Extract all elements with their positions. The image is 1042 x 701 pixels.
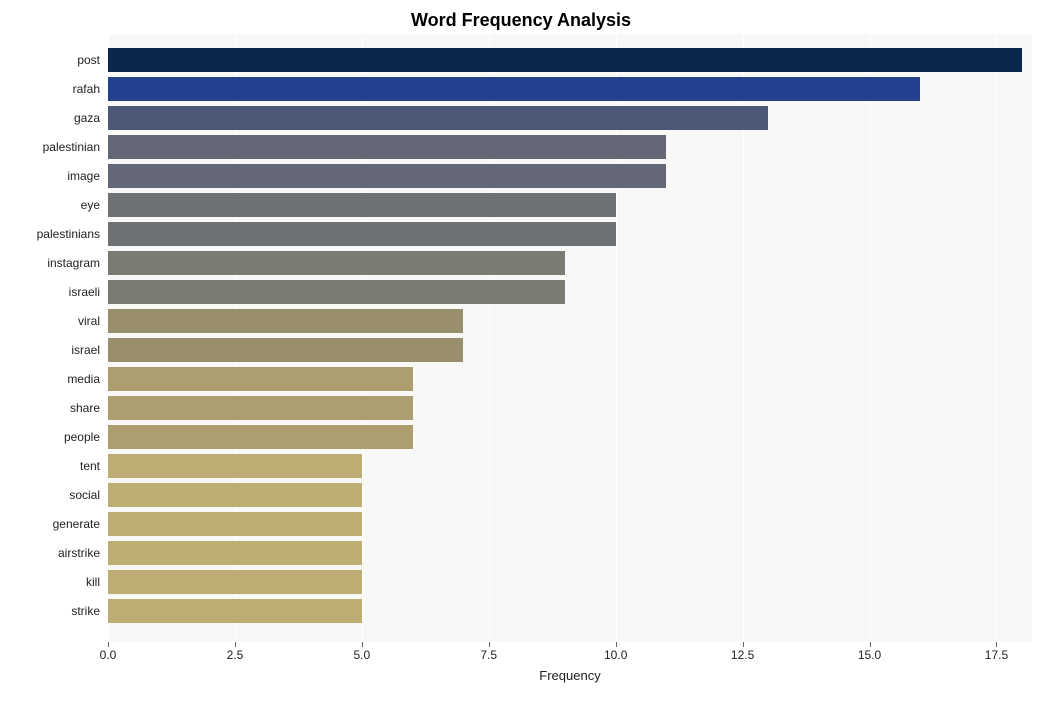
x-tick	[362, 642, 363, 647]
x-tick-label: 2.5	[227, 648, 244, 662]
x-tick	[616, 642, 617, 647]
x-tick-label: 10.0	[604, 648, 627, 662]
bar	[108, 338, 463, 362]
x-tick-label: 17.5	[985, 648, 1008, 662]
bar	[108, 396, 413, 420]
y-tick-label: social	[0, 483, 100, 507]
y-tick-label: viral	[0, 309, 100, 333]
x-tick	[743, 642, 744, 647]
x-tick	[489, 642, 490, 647]
y-tick-label: israel	[0, 338, 100, 362]
bar	[108, 541, 362, 565]
bar	[108, 106, 768, 130]
grid-line	[870, 34, 871, 642]
y-tick-label: kill	[0, 570, 100, 594]
chart-title: Word Frequency Analysis	[0, 10, 1042, 31]
bar	[108, 193, 616, 217]
x-tick-label: 7.5	[480, 648, 497, 662]
bar	[108, 454, 362, 478]
x-tick	[996, 642, 997, 647]
x-tick	[235, 642, 236, 647]
y-tick-label: share	[0, 396, 100, 420]
bar	[108, 251, 565, 275]
grid-line	[996, 34, 997, 642]
bar	[108, 483, 362, 507]
y-tick-label: media	[0, 367, 100, 391]
bar	[108, 512, 362, 536]
bar	[108, 367, 413, 391]
x-tick-label: 15.0	[858, 648, 881, 662]
bar	[108, 48, 1022, 72]
y-tick-label: post	[0, 48, 100, 72]
y-tick-label: gaza	[0, 106, 100, 130]
y-tick-label: people	[0, 425, 100, 449]
y-tick-label: palestinians	[0, 222, 100, 246]
y-tick-label: eye	[0, 193, 100, 217]
bar	[108, 570, 362, 594]
bar	[108, 222, 616, 246]
x-tick-label: 5.0	[354, 648, 371, 662]
y-tick-label: airstrike	[0, 541, 100, 565]
bar	[108, 309, 463, 333]
plot-area	[108, 34, 1032, 642]
y-tick-label: image	[0, 164, 100, 188]
x-axis-label: Frequency	[108, 668, 1032, 683]
bar	[108, 425, 413, 449]
x-tick-label: 12.5	[731, 648, 754, 662]
bar	[108, 135, 666, 159]
y-tick-label: strike	[0, 599, 100, 623]
y-tick-label: tent	[0, 454, 100, 478]
y-tick-label: generate	[0, 512, 100, 536]
chart-container: Word Frequency Analysis post rafah gaza pal…	[0, 0, 1042, 701]
bar	[108, 280, 565, 304]
y-tick-label: instagram	[0, 251, 100, 275]
bar	[108, 599, 362, 623]
y-tick-label: palestinian	[0, 135, 100, 159]
x-tick-label: 0.0	[100, 648, 117, 662]
bar	[108, 164, 666, 188]
y-tick-label: rafah	[0, 77, 100, 101]
x-tick	[108, 642, 109, 647]
bar	[108, 77, 920, 101]
x-tick	[870, 642, 871, 647]
y-tick-label: israeli	[0, 280, 100, 304]
